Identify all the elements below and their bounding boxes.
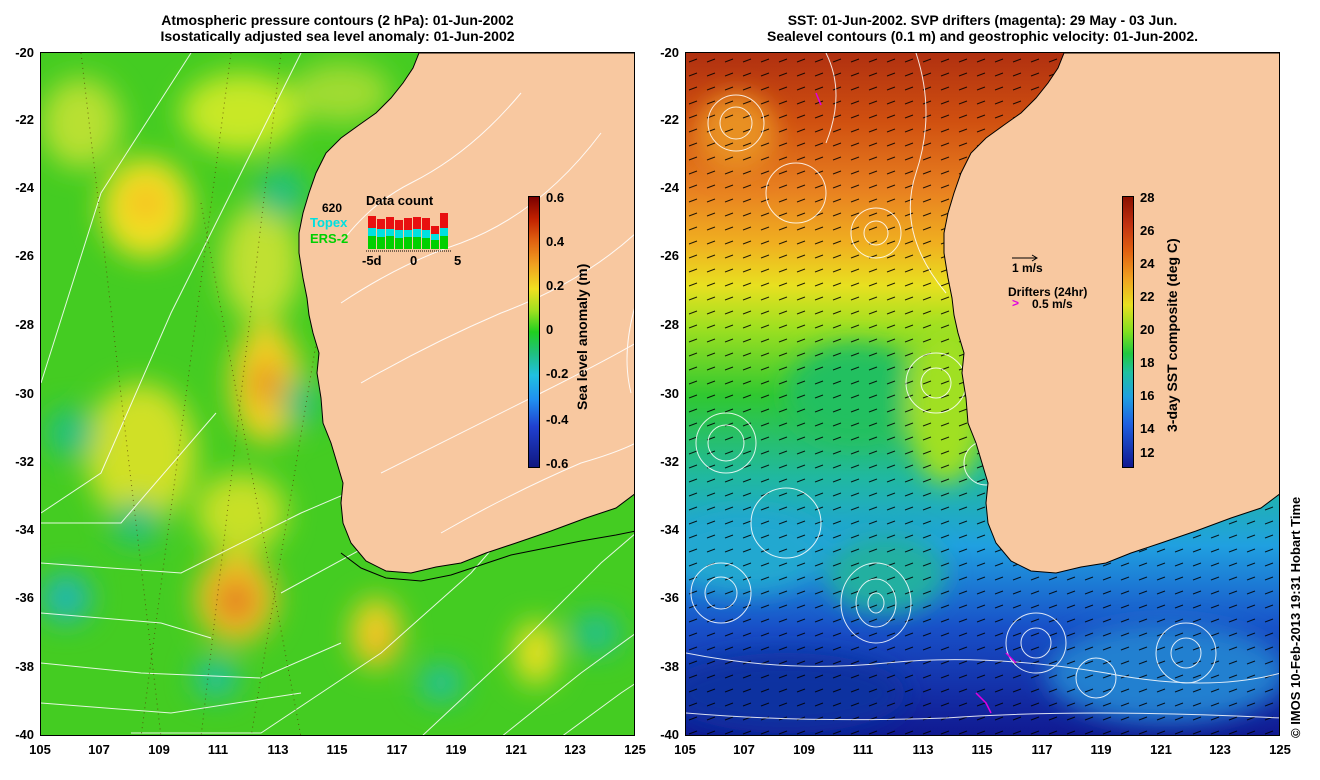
sst-cbar-tick-14: 14 — [1140, 421, 1155, 436]
right-ytick: -20 — [660, 45, 679, 60]
right-xtick: 121 — [1150, 742, 1172, 757]
right-ytick: -38 — [660, 659, 679, 674]
sla-cbar-tick-0.6: 0.6 — [546, 190, 565, 205]
sla-cbar-tick-0: 0 — [546, 322, 554, 337]
right-ytick: -40 — [660, 727, 679, 742]
sla-colorbar-label: Sea level anomaly (m) — [574, 263, 590, 410]
sla-cbar-tick-0.2: 0.2 — [546, 278, 565, 293]
sla-cbar-tick-m0.6: -0.6 — [546, 456, 569, 471]
right-title: SST: 01-Jun-2002. SVP drifters (magenta)… — [685, 12, 1280, 44]
left-xtick: 105 — [29, 742, 51, 757]
right-xtick: 125 — [1269, 742, 1291, 757]
right-title-line1: SST: 01-Jun-2002. SVP drifters (magenta)… — [787, 12, 1178, 28]
sst-map-graphic — [686, 53, 1279, 735]
right-xtick: 115 — [971, 742, 993, 757]
left-xtick: 111 — [207, 742, 229, 757]
sst-cbar-tick-28: 28 — [1140, 190, 1155, 205]
right-ytick: -32 — [660, 454, 679, 469]
drifters-scale-label: 0.5 m/s — [1032, 297, 1073, 311]
right-xtick: 117 — [1031, 742, 1053, 757]
series-label-ers2: ERS-2 — [310, 231, 349, 246]
left-xtick: 123 — [564, 742, 586, 757]
inset-xtick-5: 5 — [454, 253, 462, 268]
sst-colorbar-label: 3-day SST composite (deg C) — [1164, 238, 1180, 432]
left-xtick: 115 — [326, 742, 348, 757]
left-ytick: -28 — [15, 317, 34, 332]
sea-level-anomaly-map: Data count 620 Topex ERS-2 -5d 0 5 — [40, 52, 635, 736]
left-ytick: -30 — [15, 386, 34, 401]
left-title: Atmospheric pressure contours (2 hPa): 0… — [40, 12, 635, 44]
sla-cbar-tick-m0.4: -0.4 — [546, 412, 569, 427]
sst-cbar-tick-16: 16 — [1140, 388, 1155, 403]
drifters-title: Drifters (24hr) — [1008, 285, 1088, 299]
velocity-scale-label: 1 m/s — [1012, 261, 1043, 275]
series-label-topex: Topex — [310, 215, 348, 230]
data-count-bars — [366, 213, 451, 252]
right-xtick: 111 — [852, 742, 874, 757]
sst-cbar-tick-12: 12 — [1140, 445, 1155, 460]
left-ytick: -40 — [15, 727, 34, 742]
left-ytick: -38 — [15, 659, 34, 674]
right-xtick: 109 — [793, 742, 815, 757]
right-xtick: 107 — [733, 742, 755, 757]
left-title-line2: Isostatically adjusted sea level anomaly… — [160, 28, 515, 44]
sla-cbar-tick-0.4: 0.4 — [546, 234, 565, 249]
credit-text: © IMOS 10-Feb-2013 19:31 Hobart Time — [1288, 496, 1303, 738]
right-xtick: 123 — [1209, 742, 1231, 757]
right-ytick: -34 — [660, 522, 679, 537]
sst-cbar-tick-18: 18 — [1140, 355, 1155, 370]
data-count-number: 620 — [322, 201, 343, 215]
data-count-inset: Data count 620 Topex ERS-2 -5d 0 5 — [306, 193, 466, 283]
left-ytick: -36 — [15, 590, 34, 605]
right-title-line2: Sealevel contours (0.1 m) and geostrophi… — [766, 28, 1199, 44]
left-ytick: -20 — [15, 45, 34, 60]
sst-map: 1 m/s Drifters (24hr) > 0.5 m/s — [685, 52, 1280, 736]
sst-cbar-tick-24: 24 — [1140, 256, 1155, 271]
left-xtick: 121 — [505, 742, 527, 757]
right-ytick: -22 — [660, 112, 679, 127]
right-xtick: 119 — [1090, 742, 1112, 757]
right-xtick: 113 — [912, 742, 934, 757]
sst-colorbar — [1122, 196, 1134, 468]
velocity-scale-arrow — [1012, 254, 1038, 262]
sst-cbar-tick-26: 26 — [1140, 223, 1155, 238]
sst-cbar-tick-22: 22 — [1140, 289, 1155, 304]
left-xtick: 109 — [148, 742, 170, 757]
sla-colorbar — [528, 196, 540, 468]
left-ytick: -26 — [15, 248, 34, 263]
drifters-arrow-icon: > — [1012, 296, 1020, 310]
left-ytick: -34 — [15, 522, 34, 537]
sla-cbar-tick-m0.2: -0.2 — [546, 366, 569, 381]
inset-xtick-0: 0 — [410, 253, 418, 268]
left-ytick: -24 — [15, 180, 34, 195]
right-ytick: -24 — [660, 180, 679, 195]
left-xtick: 117 — [386, 742, 408, 757]
right-ytick: -36 — [660, 590, 679, 605]
left-xtick: 113 — [267, 742, 289, 757]
right-ytick: -30 — [660, 386, 679, 401]
right-ytick: -28 — [660, 317, 679, 332]
left-ytick: -22 — [15, 112, 34, 127]
sst-cbar-tick-20: 20 — [1140, 322, 1155, 337]
left-xtick: 107 — [88, 742, 110, 757]
left-ytick: -32 — [15, 454, 34, 469]
left-xtick: 119 — [445, 742, 467, 757]
data-count-title: Data count — [366, 193, 434, 208]
right-ytick: -26 — [660, 248, 679, 263]
inset-xtick-minus5: -5d — [362, 253, 382, 268]
sla-map-graphic — [41, 53, 634, 735]
right-xtick: 105 — [674, 742, 696, 757]
left-xtick: 125 — [624, 742, 646, 757]
left-title-line1: Atmospheric pressure contours (2 hPa): 0… — [161, 12, 514, 28]
